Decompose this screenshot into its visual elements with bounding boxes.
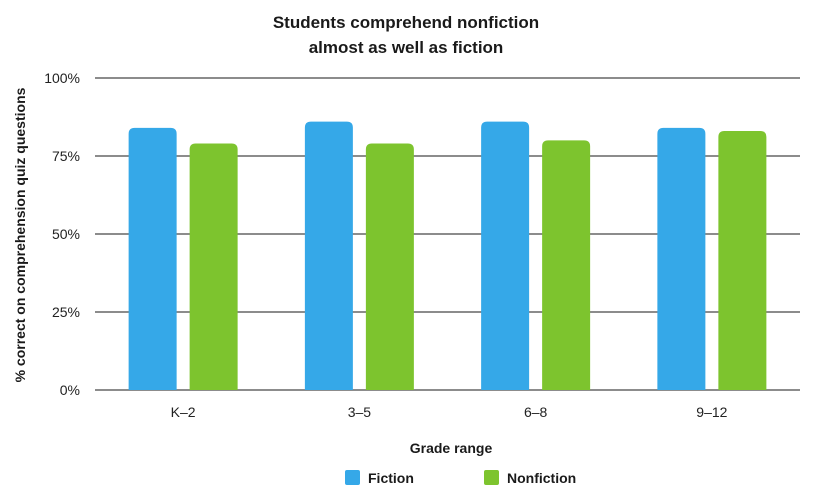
bar-fiction-0 bbox=[128, 127, 177, 391]
y-axis-title: % correct on comprehension quiz question… bbox=[12, 87, 28, 382]
legend-swatch-nonfiction bbox=[484, 470, 499, 485]
legend-label-nonfiction: Nonfiction bbox=[507, 470, 576, 486]
x-axis-title: Grade range bbox=[410, 440, 493, 456]
bar-fiction-2 bbox=[481, 121, 530, 391]
y-tick-label: 100% bbox=[44, 70, 80, 86]
bars bbox=[128, 121, 767, 391]
bar-nonfiction-2 bbox=[542, 140, 591, 390]
bar-fiction-1 bbox=[304, 121, 353, 391]
y-tick-label: 25% bbox=[52, 304, 80, 320]
chart-title-line-1: Students comprehend nonfiction bbox=[273, 13, 539, 32]
y-tick-label: 0% bbox=[60, 382, 80, 398]
bar-fiction-3 bbox=[657, 127, 706, 391]
legend-label-fiction: Fiction bbox=[368, 470, 414, 486]
legend-swatch-fiction bbox=[345, 470, 360, 485]
x-tick-label: 9–12 bbox=[696, 404, 727, 420]
bar-nonfiction-3 bbox=[718, 131, 767, 391]
y-tick-label: 75% bbox=[52, 148, 80, 164]
chart-title-line-2: almost as well as fiction bbox=[309, 38, 504, 57]
y-tick-label: 50% bbox=[52, 226, 80, 242]
x-tick-label: 3–5 bbox=[348, 404, 372, 420]
bar-nonfiction-1 bbox=[365, 143, 414, 390]
legend: Fiction Nonfiction bbox=[345, 470, 576, 486]
x-tick-label: K–2 bbox=[171, 404, 196, 420]
bar-nonfiction-0 bbox=[189, 143, 238, 390]
x-tick-labels: K–2 3–5 6–8 9–12 bbox=[171, 404, 728, 420]
y-tick-labels: 0% 25% 50% 75% 100% bbox=[44, 70, 80, 398]
x-tick-label: 6–8 bbox=[524, 404, 548, 420]
